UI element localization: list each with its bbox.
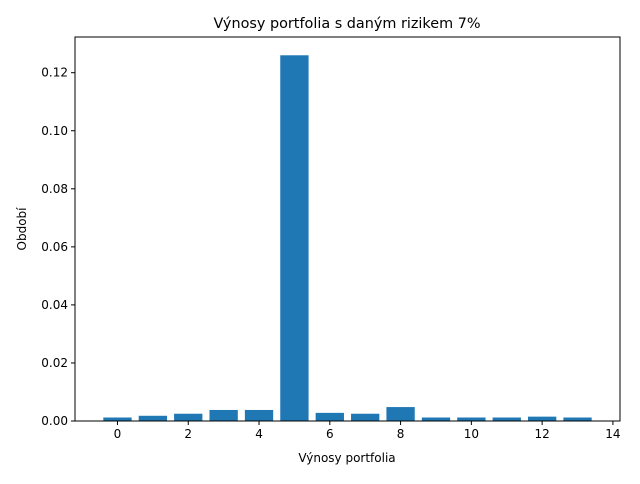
x-tick-label: 6 bbox=[326, 427, 334, 441]
bar-7 bbox=[351, 413, 380, 421]
x-tick-label: 14 bbox=[605, 427, 620, 441]
bar-11 bbox=[492, 417, 521, 421]
y-tick-label: 0.12 bbox=[41, 66, 68, 80]
y-tick-label: 0.02 bbox=[41, 356, 68, 370]
bar-13 bbox=[563, 417, 592, 421]
bar-5 bbox=[280, 55, 309, 422]
bar-2 bbox=[174, 413, 203, 421]
y-tick-label: 0.08 bbox=[41, 182, 68, 196]
bar-3 bbox=[209, 409, 238, 421]
x-tick-label: 10 bbox=[464, 427, 479, 441]
bar-10 bbox=[457, 417, 486, 421]
plot-frame bbox=[74, 36, 621, 422]
y-tick-label: 0.04 bbox=[41, 298, 68, 312]
x-tick-label: 0 bbox=[114, 427, 122, 441]
bar-4 bbox=[244, 409, 274, 421]
y-tick-label: 0.10 bbox=[41, 124, 68, 138]
x-tick-label: 4 bbox=[255, 427, 263, 441]
bar-8 bbox=[386, 407, 415, 421]
bar-1 bbox=[138, 415, 168, 421]
y-tick-label: 0.06 bbox=[41, 240, 68, 254]
x-tick-label: 8 bbox=[397, 427, 405, 441]
bars-group bbox=[103, 55, 592, 422]
x-tick-label: 12 bbox=[535, 427, 550, 441]
y-tick-label: 0.00 bbox=[41, 414, 68, 428]
bar-6 bbox=[315, 412, 344, 421]
bar-12 bbox=[527, 416, 557, 421]
bar-9 bbox=[421, 417, 451, 421]
y-axis-label: Období bbox=[15, 207, 29, 251]
x-axis-label: Výnosy portfolia bbox=[298, 451, 395, 465]
chart-title: Výnosy portfolia s daným rizikem 7% bbox=[213, 16, 480, 32]
x-tick-label: 2 bbox=[184, 427, 192, 441]
y-ticks: 0.00 0.02 0.04 0.06 0.08 0.10 0.12 bbox=[41, 66, 75, 428]
bar-0 bbox=[103, 417, 132, 421]
x-ticks: 0 2 4 6 8 10 12 14 bbox=[114, 421, 621, 441]
